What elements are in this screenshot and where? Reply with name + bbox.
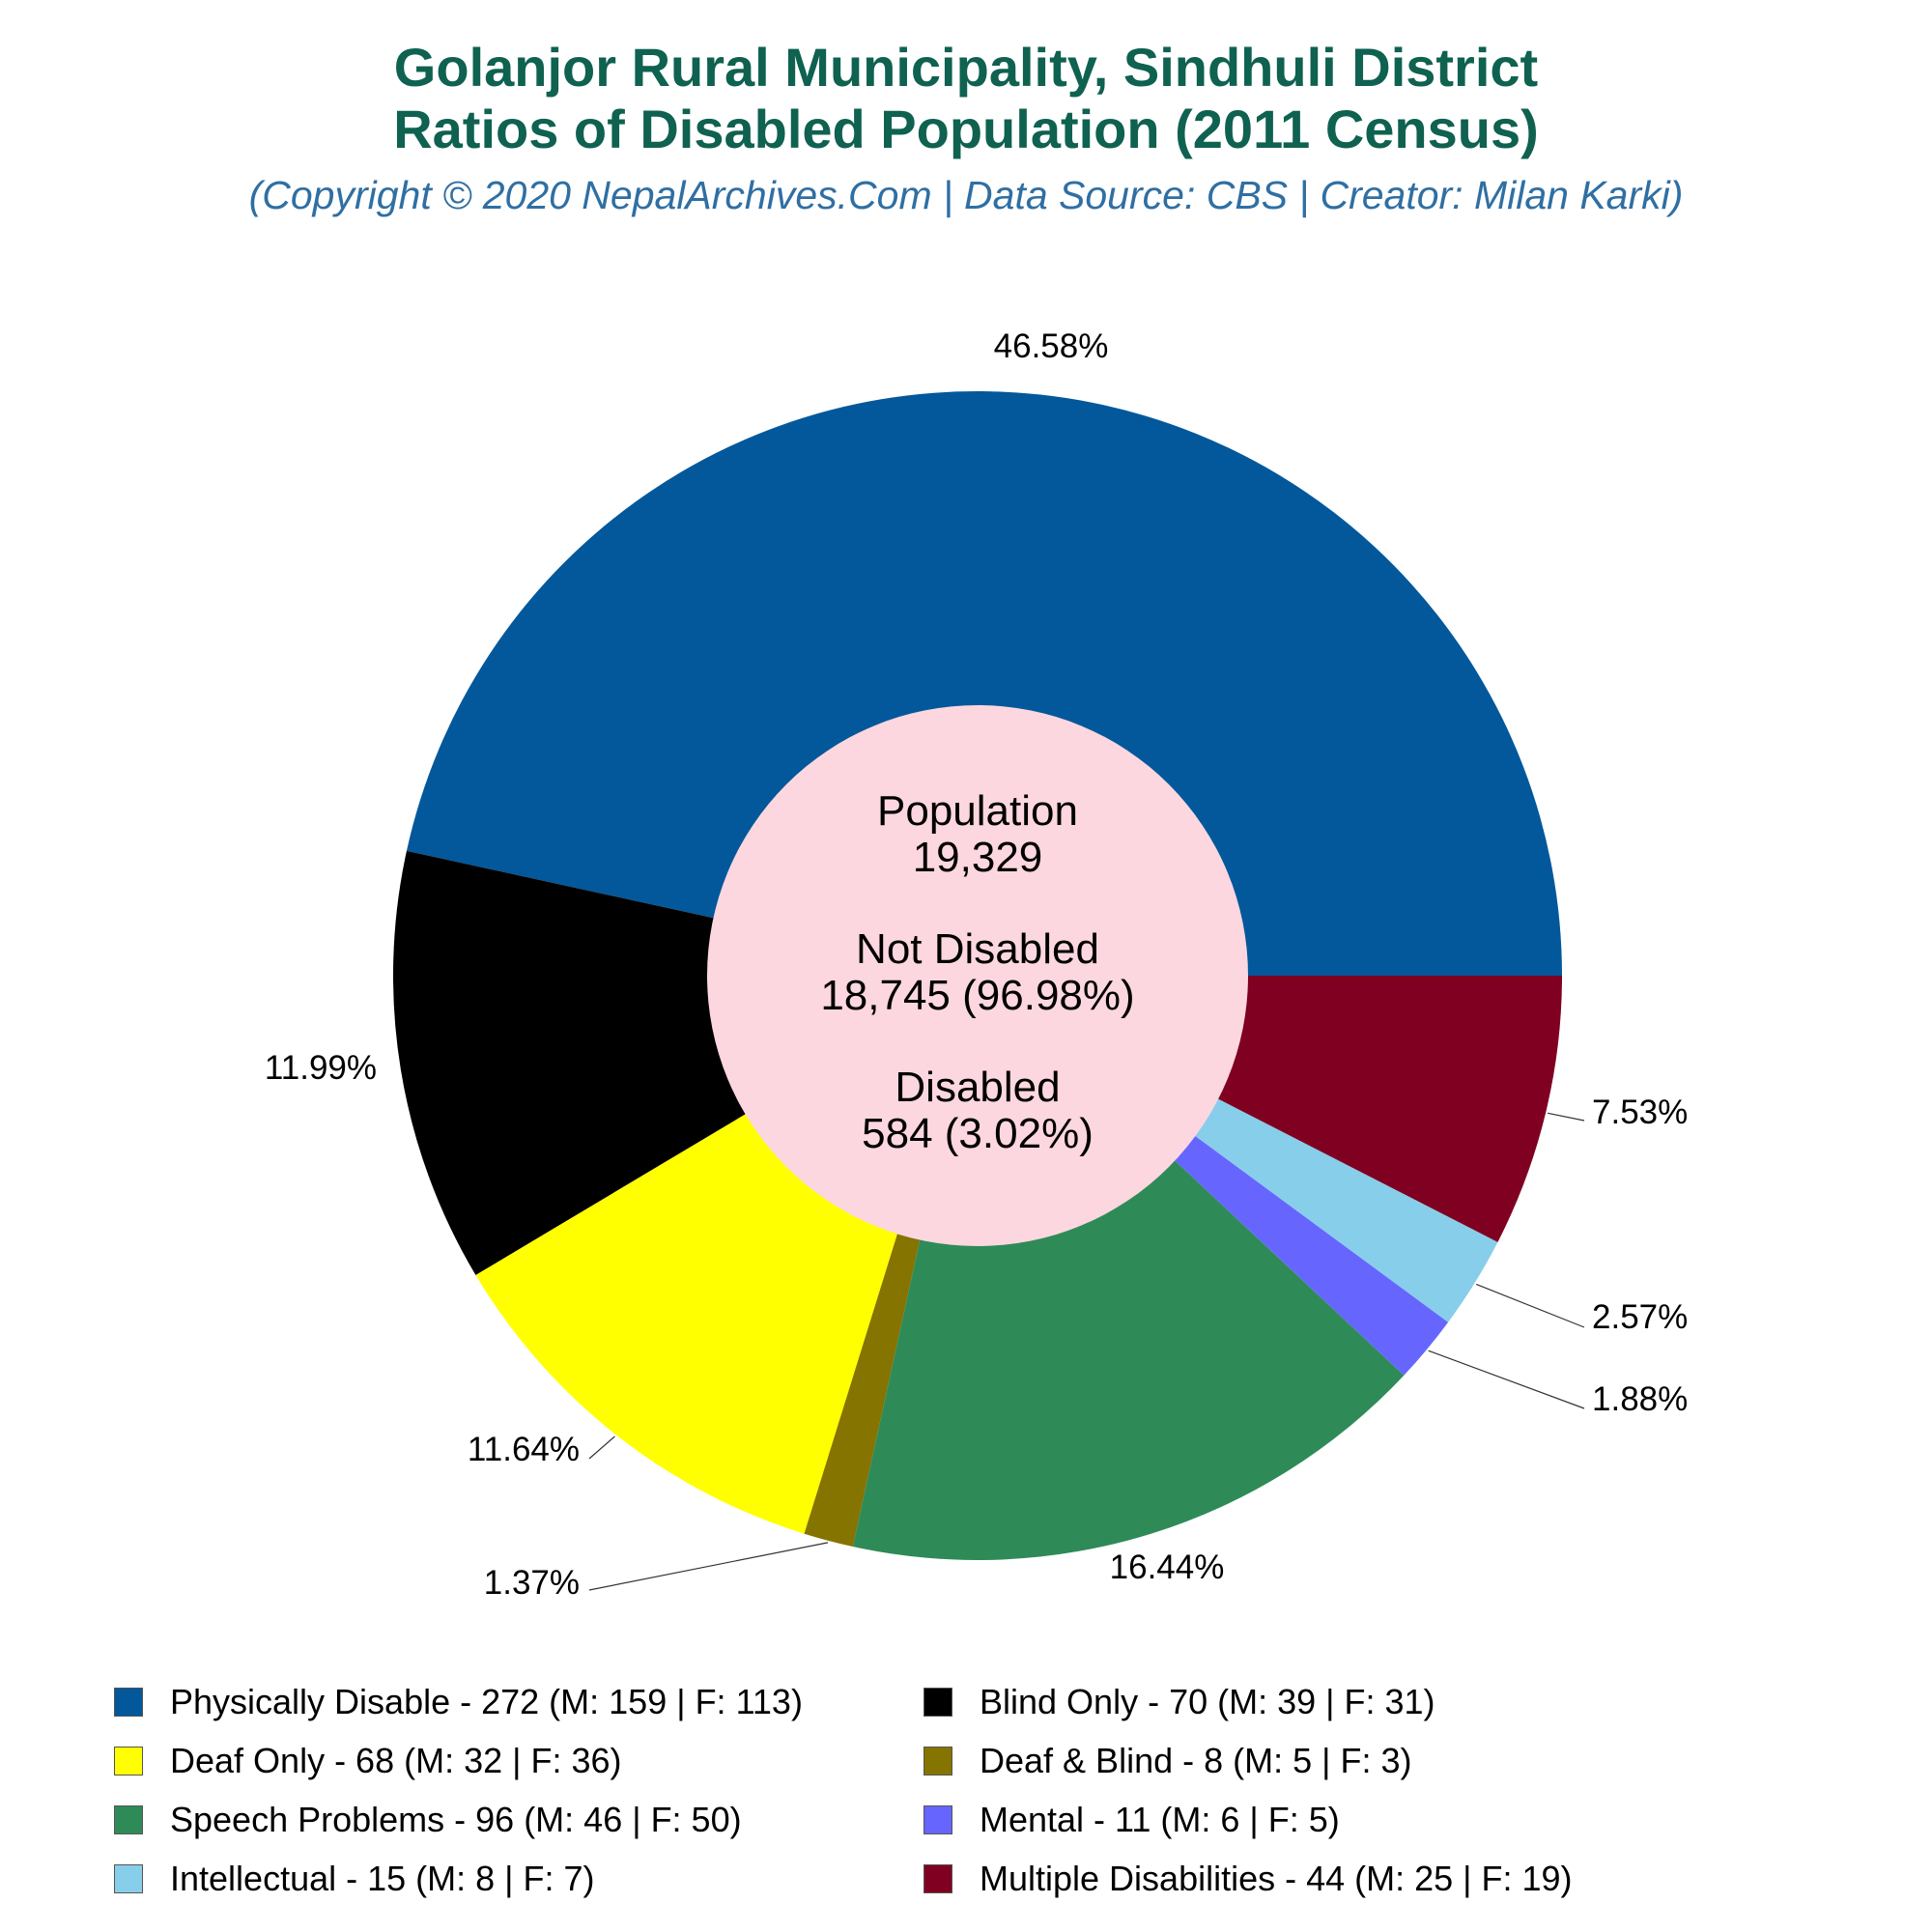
legend-label: Intellectual - 15 (M: 8 | F: 7) bbox=[170, 1859, 595, 1898]
legend-item: Physically Disable - 272 (M: 159 | F: 11… bbox=[114, 1673, 803, 1731]
center-disabled-label: Disabled bbox=[895, 1064, 1060, 1111]
percent-label: 7.53% bbox=[1592, 1094, 1688, 1131]
legend-label: Speech Problems - 96 (M: 46 | F: 50) bbox=[170, 1800, 742, 1839]
pie-slice-physically-disable bbox=[406, 390, 1563, 976]
legend-swatch bbox=[923, 1688, 952, 1717]
legend-label: Blind Only - 70 (M: 39 | F: 31) bbox=[980, 1682, 1435, 1721]
center-summary-text: Population 19,329 Not Disabled 18,745 (9… bbox=[820, 787, 1134, 1157]
legend-item: Multiple Disabilities - 44 (M: 25 | F: 1… bbox=[923, 1850, 1573, 1908]
center-summary-circle bbox=[707, 705, 1248, 1246]
center-population-value: 19,329 bbox=[913, 834, 1043, 881]
legend-item: Deaf Only - 68 (M: 32 | F: 36) bbox=[114, 1732, 622, 1790]
center-not-disabled-label: Not Disabled bbox=[856, 925, 1099, 973]
legend-item: Deaf & Blind - 8 (M: 5 | F: 3) bbox=[923, 1732, 1412, 1790]
legend-item: Intellectual - 15 (M: 8 | F: 7) bbox=[114, 1850, 595, 1908]
percent-label: 1.88% bbox=[1592, 1380, 1688, 1418]
leader-line bbox=[588, 1542, 829, 1591]
percent-label: 11.99% bbox=[265, 1049, 377, 1087]
legend-item: Mental - 11 (M: 6 | F: 5) bbox=[923, 1791, 1340, 1849]
percent-labels: 46.58% 11.99% 11.64% 1.37% 16.44% 1.88% 2.57% 7… bbox=[265, 327, 1688, 1602]
leader-line bbox=[1475, 1283, 1585, 1328]
chart-titles: Golanjor Rural Municipality, Sindhuli Di… bbox=[0, 37, 1932, 222]
chart-title-line-2: Ratios of Disabled Population (2011 Cens… bbox=[393, 99, 1539, 159]
label-leader-lines bbox=[588, 1112, 1585, 1591]
legend-item: Blind Only - 70 (M: 39 | F: 31) bbox=[923, 1673, 1435, 1731]
center-population-label: Population bbox=[877, 787, 1078, 835]
legend-swatch bbox=[923, 1805, 952, 1834]
percent-label: 2.57% bbox=[1592, 1298, 1688, 1336]
legend-label: Multiple Disabilities - 44 (M: 25 | F: 1… bbox=[980, 1859, 1573, 1898]
percent-label: 1.37% bbox=[484, 1564, 580, 1602]
center-disabled-value: 584 (3.02%) bbox=[862, 1110, 1094, 1157]
leader-line bbox=[1428, 1350, 1585, 1409]
center-not-disabled-value: 18,745 (96.98%) bbox=[820, 972, 1134, 1019]
legend-swatch bbox=[114, 1688, 143, 1717]
legend-swatch bbox=[923, 1747, 952, 1776]
legend-label: Deaf & Blind - 8 (M: 5 | F: 3) bbox=[980, 1741, 1412, 1780]
legend-swatch bbox=[114, 1864, 143, 1893]
leader-line bbox=[588, 1435, 615, 1460]
legend-swatch bbox=[114, 1805, 143, 1834]
legend-label: Deaf Only - 68 (M: 32 | F: 36) bbox=[170, 1741, 622, 1780]
legend-swatch bbox=[114, 1747, 143, 1776]
legend-label: Mental - 11 (M: 6 | F: 5) bbox=[980, 1800, 1340, 1839]
legend-label: Physically Disable - 272 (M: 159 | F: 11… bbox=[170, 1682, 803, 1721]
chart-subtitle: (Copyright © 2020 NepalArchives.Com | Da… bbox=[248, 173, 1684, 217]
percent-label: 16.44% bbox=[1110, 1548, 1225, 1586]
percent-label: 46.58% bbox=[994, 327, 1109, 365]
chart-title-line-1: Golanjor Rural Municipality, Sindhuli Di… bbox=[393, 37, 1539, 98]
percent-label: 11.64% bbox=[468, 1431, 580, 1468]
leader-line bbox=[1547, 1112, 1585, 1122]
legend-item: Speech Problems - 96 (M: 46 | F: 50) bbox=[114, 1791, 742, 1849]
legend-swatch bbox=[923, 1864, 952, 1893]
pie-chart: 46.58% 11.99% 11.64% 1.37% 16.44% 1.88% 2.57% 7… bbox=[265, 327, 1688, 1602]
